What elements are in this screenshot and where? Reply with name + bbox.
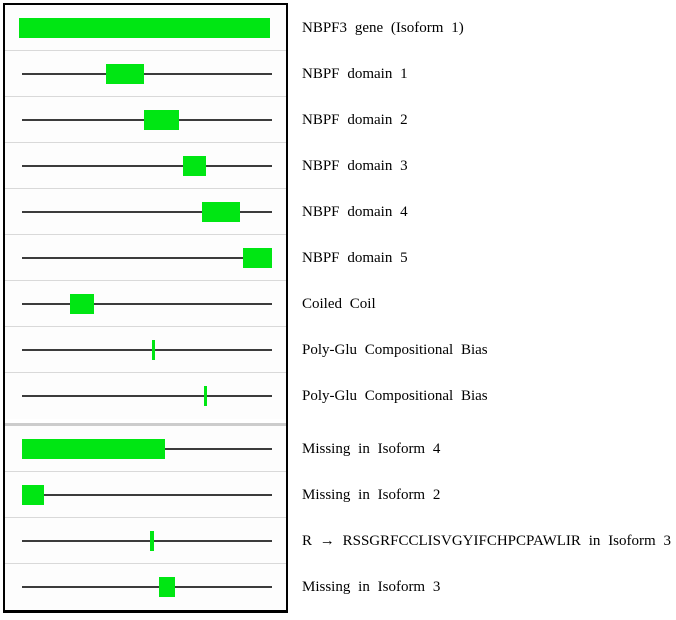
feature-label: Missing in Isoform 4 — [302, 440, 441, 457]
feature-box — [159, 577, 175, 597]
feature-box — [70, 293, 94, 314]
feature-row — [5, 97, 286, 143]
feature-row — [5, 281, 286, 327]
sequence-line — [22, 72, 272, 75]
feature-label: Poly-Glu Compositional Bias — [302, 341, 488, 358]
feature-label: NBPF domain 3 — [302, 157, 408, 174]
feature-row — [5, 373, 286, 419]
section-divider — [5, 419, 286, 426]
feature-track-panel — [3, 3, 288, 613]
feature-tick — [204, 386, 207, 406]
feature-row — [5, 5, 286, 51]
sequence-line — [22, 302, 272, 305]
feature-row — [5, 518, 286, 564]
feature-label: Poly-Glu Compositional Bias — [302, 387, 488, 404]
sequence-line — [22, 539, 272, 542]
feature-label: Missing in Isoform 3 — [302, 578, 441, 595]
track-section-2 — [5, 426, 286, 610]
feature-label-panel: NBPF3 gene (Isoform 1) NBPF domain 1 NBPF … — [302, 5, 676, 610]
feature-label: NBPF domain 5 — [302, 249, 408, 266]
feature-row — [5, 143, 286, 189]
sequence-line — [22, 395, 272, 397]
sequence-line — [22, 493, 272, 496]
feature-row — [5, 472, 286, 518]
feature-label: R → RSSGRFCCLISVGYIFCHPCPAWLIR in Isofor… — [302, 532, 671, 549]
feature-box — [183, 155, 206, 176]
feature-tick — [150, 530, 154, 551]
feature-row — [5, 235, 286, 281]
feature-row — [5, 564, 286, 610]
sequence-line — [22, 210, 272, 213]
sequence-line — [22, 586, 272, 588]
feature-box — [106, 63, 144, 84]
feature-tick — [152, 339, 155, 360]
feature-label: Missing in Isoform 2 — [302, 486, 441, 503]
feature-label: NBPF domain 1 — [302, 65, 408, 82]
feature-bar — [19, 17, 270, 38]
label-section-divider — [302, 419, 676, 426]
label-section-2: Missing in Isoform 4 Missing in Isoform 2… — [302, 426, 676, 610]
feature-box — [22, 484, 44, 505]
sequence-line — [22, 256, 272, 259]
feature-row — [5, 51, 286, 97]
label-section-1: NBPF3 gene (Isoform 1) NBPF domain 1 NBPF … — [302, 5, 676, 419]
feature-bar — [22, 438, 165, 459]
sequence-line — [22, 348, 272, 351]
feature-box — [144, 109, 179, 130]
feature-row — [5, 426, 286, 472]
track-section-1 — [5, 5, 286, 419]
sequence-line — [22, 164, 272, 167]
feature-row — [5, 189, 286, 235]
feature-label: NBPF domain 2 — [302, 111, 408, 128]
feature-label: NBPF domain 4 — [302, 203, 408, 220]
feature-row — [5, 327, 286, 373]
feature-label: NBPF3 gene (Isoform 1) — [302, 19, 464, 36]
feature-label: Coiled Coil — [302, 295, 376, 312]
feature-box — [243, 247, 272, 268]
feature-box — [202, 201, 240, 222]
